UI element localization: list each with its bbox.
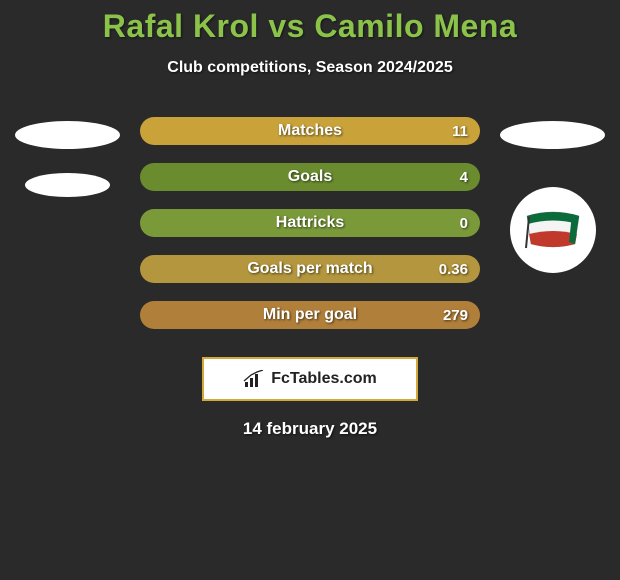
stat-label: Hattricks bbox=[276, 214, 344, 232]
stat-label: Min per goal bbox=[263, 306, 357, 324]
page-subtitle: Club competitions, Season 2024/2025 bbox=[167, 59, 452, 77]
stat-bar-goals: Goals 4 bbox=[140, 163, 480, 191]
page-title: Rafal Krol vs Camilo Mena bbox=[103, 8, 517, 45]
comparison-card: Rafal Krol vs Camilo Mena Club competiti… bbox=[0, 0, 620, 580]
left-player-placeholder-2 bbox=[25, 173, 110, 197]
stat-bar-min-per-goal: Min per goal 279 bbox=[140, 301, 480, 329]
stat-label: Goals per match bbox=[247, 260, 372, 278]
stat-bar-matches: Matches 11 bbox=[140, 117, 480, 145]
stat-bar-hattricks: Hattricks 0 bbox=[140, 209, 480, 237]
club-logo bbox=[510, 187, 596, 273]
stat-bars: Matches 11 Goals 4 Hattricks 0 Goals per… bbox=[140, 117, 480, 329]
stat-value: 0 bbox=[460, 215, 468, 232]
left-column bbox=[15, 117, 120, 197]
footer-date: 14 february 2025 bbox=[243, 419, 377, 439]
chart-icon bbox=[243, 370, 265, 388]
stat-label: Matches bbox=[278, 122, 342, 140]
stat-value: 279 bbox=[443, 307, 468, 324]
brand-badge[interactable]: FcTables.com bbox=[202, 357, 418, 401]
stat-bar-goals-per-match: Goals per match 0.36 bbox=[140, 255, 480, 283]
stat-value: 0.36 bbox=[439, 261, 468, 278]
right-player-placeholder bbox=[500, 121, 605, 149]
stat-value: 11 bbox=[452, 123, 468, 140]
right-column bbox=[500, 117, 605, 273]
flag-icon bbox=[525, 210, 581, 250]
left-player-placeholder-1 bbox=[15, 121, 120, 149]
stat-value: 4 bbox=[460, 169, 468, 186]
stats-area: Matches 11 Goals 4 Hattricks 0 Goals per… bbox=[0, 117, 620, 329]
brand-text: FcTables.com bbox=[271, 370, 377, 388]
stat-label: Goals bbox=[288, 168, 332, 186]
